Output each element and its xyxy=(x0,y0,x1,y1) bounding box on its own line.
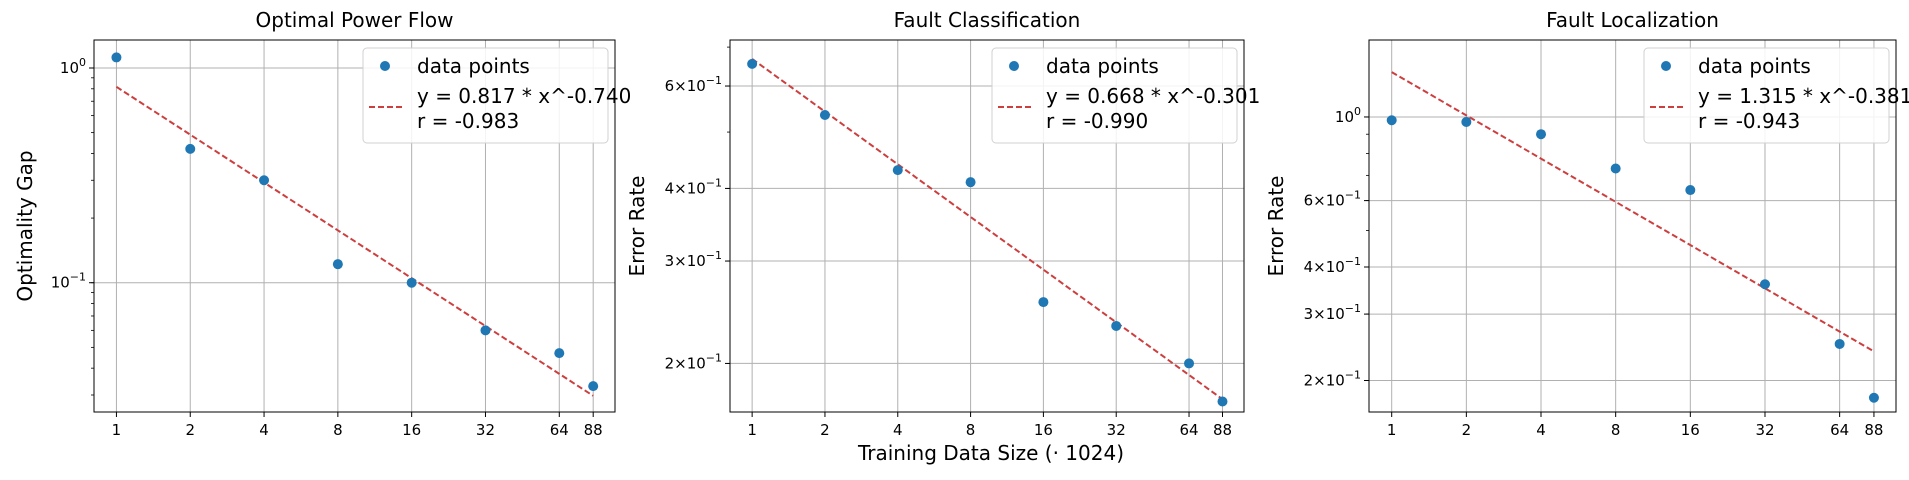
x-tick-label: 16 xyxy=(402,421,421,439)
legend-box xyxy=(991,47,1238,144)
x-axis-label: Training Data Size (· 1024) xyxy=(857,441,1124,465)
x-tick-label: 8 xyxy=(333,421,343,439)
y-axis-label: Error Rate xyxy=(1264,176,1288,277)
x-tick-label: 8 xyxy=(1611,421,1621,439)
legend-points-label: data points xyxy=(417,54,530,78)
data-point xyxy=(819,109,830,120)
y-tick-label: 6×10−1 xyxy=(1304,189,1361,210)
fit-line xyxy=(115,85,594,397)
data-point xyxy=(747,58,758,69)
x-tick-label: 2 xyxy=(820,421,830,439)
y-tick-label: 100 xyxy=(1335,105,1361,126)
x-tick-label: 88 xyxy=(584,421,603,439)
data-point xyxy=(1461,116,1472,127)
data-point xyxy=(1111,320,1122,331)
axes-frame xyxy=(1368,39,1897,413)
x-tick-label: 4 xyxy=(1536,421,1546,439)
x-tick-label: 8 xyxy=(966,421,976,439)
data-point xyxy=(185,143,196,154)
data-point xyxy=(1184,358,1195,369)
data-point xyxy=(1834,338,1845,349)
data-point xyxy=(259,175,270,186)
data-point xyxy=(480,325,491,336)
legend-point-marker xyxy=(1009,61,1019,71)
x-tick-label: 88 xyxy=(1213,421,1232,439)
legend-point-marker xyxy=(380,61,390,71)
chart-title: Optimal Power Flow xyxy=(256,8,454,32)
chart-title: Fault Localization xyxy=(1546,8,1719,32)
x-tick-label: 1 xyxy=(112,421,122,439)
x-tick-label: 4 xyxy=(893,421,903,439)
chart-panel-1: 1 2 4 8 16 32 64 88 100 10−1 Optimal Power Flow Opt… xyxy=(13,8,631,439)
legend-fit-r: r = -0.990 xyxy=(1046,109,1148,133)
y-tick-label: 2×10−1 xyxy=(665,351,722,372)
legend-fit-label: y = 0.817 * x^-0.740 xyxy=(417,84,631,108)
chart-panel-3: 1 2 4 8 16 32 64 88 100 6×10−1 4×10−1 3×10−1 2×10−1 F… xyxy=(1264,8,1909,439)
y-tick-label: 6×10−1 xyxy=(665,74,722,95)
legend-box xyxy=(1643,47,1890,144)
x-tick-label: 32 xyxy=(1107,421,1126,439)
y-axis-label: Error Rate xyxy=(625,176,649,277)
legend-point-marker xyxy=(1661,61,1671,71)
x-tick-label: 2 xyxy=(1462,421,1472,439)
x-tick-label: 88 xyxy=(1864,421,1883,439)
y-tick-label: 100 xyxy=(60,56,86,77)
legend-points-label: data points xyxy=(1698,54,1811,78)
data-point xyxy=(1386,115,1397,126)
data-point xyxy=(1759,279,1770,290)
data-point xyxy=(554,348,565,359)
x-tick-label: 32 xyxy=(476,421,495,439)
y-tick-label: 2×10−1 xyxy=(1304,368,1361,389)
data-point xyxy=(1868,392,1879,403)
x-tick-label: 2 xyxy=(185,421,195,439)
legend-fit-label: y = 0.668 * x^-0.301 xyxy=(1046,84,1260,108)
chart-panel-2: 1 2 4 8 16 32 64 88 6×10−1 4×10−1 3×10−1 2×10−1 Faul… xyxy=(625,8,1260,439)
data-point xyxy=(588,381,599,392)
data-point xyxy=(332,259,343,270)
y-tick-label: 10−1 xyxy=(51,271,86,292)
data-point xyxy=(892,165,903,176)
fit-line xyxy=(751,58,1224,401)
chart-title: Fault Classification xyxy=(894,8,1081,32)
x-tick-label: 32 xyxy=(1755,421,1774,439)
data-point xyxy=(406,277,417,288)
data-point xyxy=(1217,396,1228,407)
x-tick-label: 64 xyxy=(1830,421,1849,439)
data-point xyxy=(965,177,976,188)
y-tick-label: 4×10−1 xyxy=(1304,255,1361,276)
data-point xyxy=(1610,163,1621,174)
y-tick-label: 3×10−1 xyxy=(665,249,722,270)
legend-points-label: data points xyxy=(1046,54,1159,78)
y-axis-label: Optimality Gap xyxy=(13,150,37,301)
legend-fit-r: r = -0.943 xyxy=(1698,109,1800,133)
x-tick-label: 1 xyxy=(1387,421,1397,439)
legend-fit-label: y = 1.315 * x^-0.381 xyxy=(1698,84,1909,108)
data-point xyxy=(111,52,122,63)
legend-fit-r: r = -0.983 xyxy=(417,109,519,133)
x-tick-label: 16 xyxy=(1034,421,1053,439)
axes-frame xyxy=(729,39,1245,413)
x-tick-label: 16 xyxy=(1681,421,1700,439)
y-tick-label: 3×10−1 xyxy=(1304,302,1361,323)
axes-frame xyxy=(93,39,616,413)
data-point xyxy=(1536,129,1547,140)
y-tick-label: 4×10−1 xyxy=(665,176,722,197)
x-tick-label: 64 xyxy=(550,421,569,439)
data-point xyxy=(1685,185,1696,196)
x-tick-label: 64 xyxy=(1179,421,1198,439)
data-point xyxy=(1038,297,1049,308)
legend-box xyxy=(362,47,609,144)
x-tick-label: 1 xyxy=(747,421,757,439)
x-tick-label: 4 xyxy=(259,421,269,439)
fit-line xyxy=(1391,71,1875,353)
